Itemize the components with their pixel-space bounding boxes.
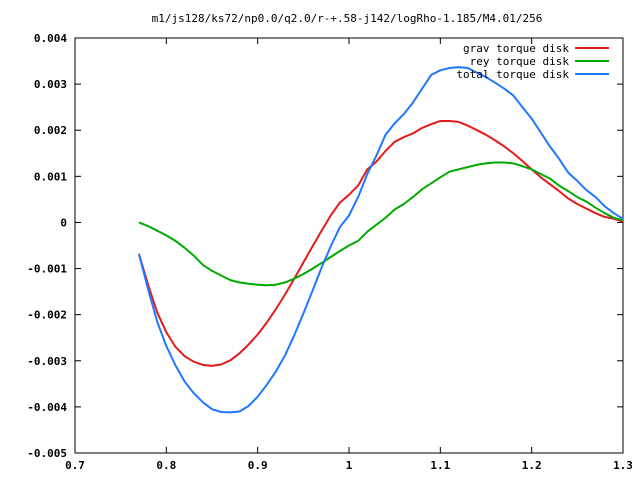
plot-frame [74, 37, 624, 454]
y-tick-label: 0.002 [34, 124, 67, 137]
series-line-2 [137, 66, 624, 414]
chart-title: m1/js128/ks72/np0.0/q2.0/r-+.58-j142/log… [152, 12, 543, 25]
x-tick-label: 1 [346, 459, 353, 472]
y-tick-label: 0 [60, 216, 67, 229]
x-tick-label: 0.8 [156, 459, 176, 472]
x-tick-label: 1.1 [430, 459, 450, 472]
y-tick-label: -0.003 [27, 355, 67, 368]
x-tick-label: 1.3 [613, 459, 633, 472]
y-tick-label: 0.003 [34, 78, 67, 91]
y-tick-label: -0.002 [27, 309, 67, 322]
legend-label: rey torque disk [470, 55, 570, 68]
x-tick-label: 0.7 [65, 459, 85, 472]
series-line-1 [138, 161, 624, 287]
series-line-0 [137, 120, 624, 367]
y-tick-label: -0.005 [27, 447, 67, 460]
y-tick-label: -0.001 [27, 263, 67, 276]
x-tick-label: 0.9 [248, 459, 268, 472]
y-tick-label: 0.004 [34, 32, 67, 45]
plot-area [137, 66, 624, 414]
x-axis: 0.7 0.8 0.9 1 1.1 1.2 1.3 [65, 38, 633, 472]
y-axis: 0.004 0.003 0.002 0.001 0 -0.001 -0.002 -0.003 -… [27, 32, 623, 460]
legend-label: grav torque disk [463, 42, 569, 55]
x-tick-label: 1.2 [522, 459, 542, 472]
legend-label: total torque disk [456, 68, 569, 81]
y-tick-label: -0.004 [27, 401, 67, 414]
y-tick-label: 0.001 [34, 170, 67, 183]
